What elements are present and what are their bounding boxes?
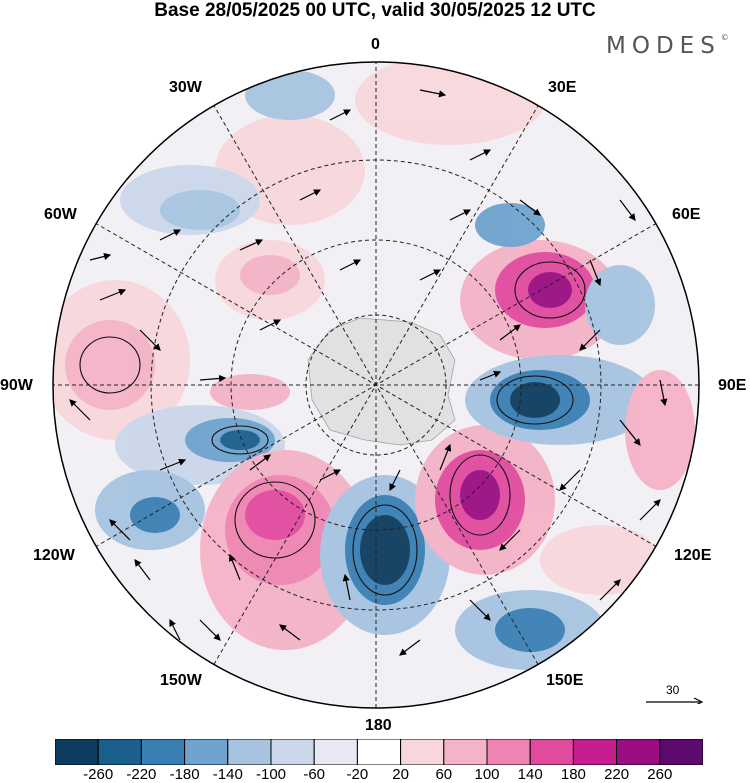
colorbar-tick-label: 60 [435, 766, 453, 783]
colorbar-tick-label: -260 [83, 766, 114, 783]
reference-vector-arrow [646, 697, 704, 704]
colorbar-swatch [55, 739, 99, 765]
anomaly-contours [53, 62, 695, 670]
colorbar-swatch [659, 739, 703, 765]
colorbar-swatch [400, 739, 445, 765]
colorbar-tick-label: 20 [392, 766, 409, 783]
lon-label-150e: 150E [546, 672, 584, 689]
colorbar-tick-label: 180 [560, 766, 586, 783]
reference-vector-label: 30 [666, 683, 680, 697]
contour-lines [79, 261, 586, 596]
modes-logo: MODES© [606, 33, 729, 59]
colorbar-tick-label: 260 [647, 766, 673, 783]
colorbar-tick-label: 100 [474, 766, 500, 783]
lon-label-90w: 90W [0, 377, 33, 394]
colorbar-swatch [486, 739, 531, 765]
lon-label-90e: 90E [718, 377, 747, 394]
lon-label-60w: 60W [44, 206, 77, 223]
graticule [53, 62, 699, 708]
lon-label-30w: 30W [169, 79, 202, 96]
lon-label-0: 0 [371, 36, 380, 53]
map-title: Base 28/05/2025 00 UTC, valid 30/05/2025… [154, 0, 596, 21]
lon-label-60e: 60E [672, 206, 701, 223]
map-boundary [52, 61, 700, 709]
colorbar-tick-label: -100 [255, 766, 287, 783]
brand-text: MODES [606, 33, 721, 59]
colorbar-swatch [97, 739, 142, 765]
map-field [53, 62, 699, 708]
colorbar-tick-label: -60 [303, 766, 326, 783]
colorbar-tick-label: 140 [517, 766, 543, 783]
colorbar-swatch [227, 739, 272, 765]
lon-label-150w: 150W [160, 672, 202, 689]
colorbar-tick-label: -180 [169, 766, 200, 783]
colorbar-tick-label: -20 [346, 766, 369, 783]
colorbar-tick-label: -140 [212, 766, 243, 783]
lon-label-30e: 30E [548, 79, 577, 96]
colorbar [55, 739, 703, 765]
colorbar-tick-label: -220 [126, 766, 157, 783]
lon-label-180: 180 [365, 717, 392, 734]
lon-label-120e: 120E [674, 547, 712, 564]
colorbar-swatch [140, 739, 186, 765]
colorbar-swatch [356, 739, 402, 765]
colorbar-swatch [443, 739, 488, 765]
lon-label-120w: 120W [33, 547, 75, 564]
wind-vectors [69, 89, 668, 671]
colorbar-swatch [313, 739, 358, 765]
colorbar-swatch [616, 739, 661, 765]
colorbar-swatch [529, 739, 574, 765]
colorbar-swatch [184, 739, 229, 765]
colorbar-swatch [270, 739, 315, 765]
colorbar-swatch [572, 739, 618, 765]
colorbar-tick-label: 220 [604, 766, 630, 783]
